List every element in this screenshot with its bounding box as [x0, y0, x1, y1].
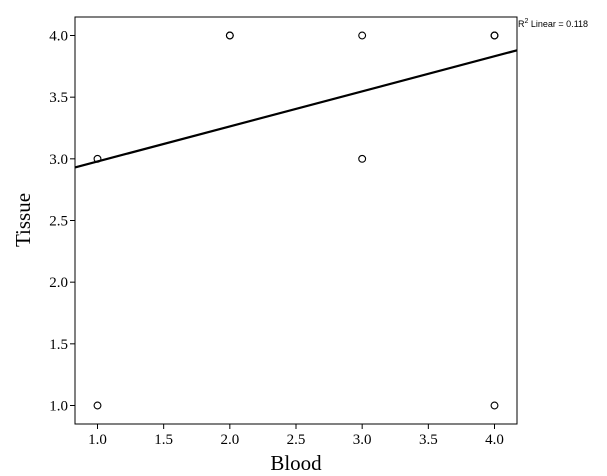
- x-tick-label: 1.5: [154, 432, 173, 448]
- y-axis: 1.0 1.5 2.0 2.5 3.0 3.5 4.0: [49, 29, 75, 415]
- r2-annotation: R2 Linear = 0.118: [518, 18, 588, 29]
- y-tick-label: 2.5: [49, 214, 68, 230]
- y-axis-title: Tissue: [11, 193, 35, 247]
- plot-area: [74, 16, 518, 425]
- y-tick-label: 1.5: [49, 337, 68, 353]
- fit-line-layer: [74, 49, 518, 169]
- y-tick-label: 2.0: [49, 275, 68, 291]
- x-tick-label: 1.0: [88, 432, 107, 448]
- fit-line: [74, 49, 518, 169]
- data-point: [358, 154, 367, 163]
- data-point: [358, 31, 367, 40]
- x-tick-label: 4.0: [485, 432, 504, 448]
- data-point: [490, 401, 499, 410]
- y-tick-label: 3.0: [49, 152, 68, 168]
- y-tick-label: 3.5: [49, 90, 68, 106]
- data-point: [93, 401, 102, 410]
- r2-value: Linear = 0.118: [528, 19, 588, 29]
- y-tick-label: 4.0: [49, 29, 68, 45]
- r2-label: R: [518, 19, 525, 29]
- data-point: [225, 31, 234, 40]
- x-tick-label: 3.5: [419, 432, 438, 448]
- data-point: [490, 31, 499, 40]
- x-tick-label: 3.0: [353, 432, 372, 448]
- r2-superscript: 2: [525, 18, 529, 25]
- x-axis: 1.0 1.5 2.0 2.5 3.0 3.5 4.0: [88, 424, 504, 448]
- x-tick-label: 2.5: [287, 432, 306, 448]
- points-layer: [93, 31, 499, 410]
- y-tick-label: 1.0: [49, 399, 68, 415]
- x-axis-title: Blood: [270, 451, 322, 475]
- data-point: [93, 154, 102, 163]
- x-tick-label: 2.0: [220, 432, 239, 448]
